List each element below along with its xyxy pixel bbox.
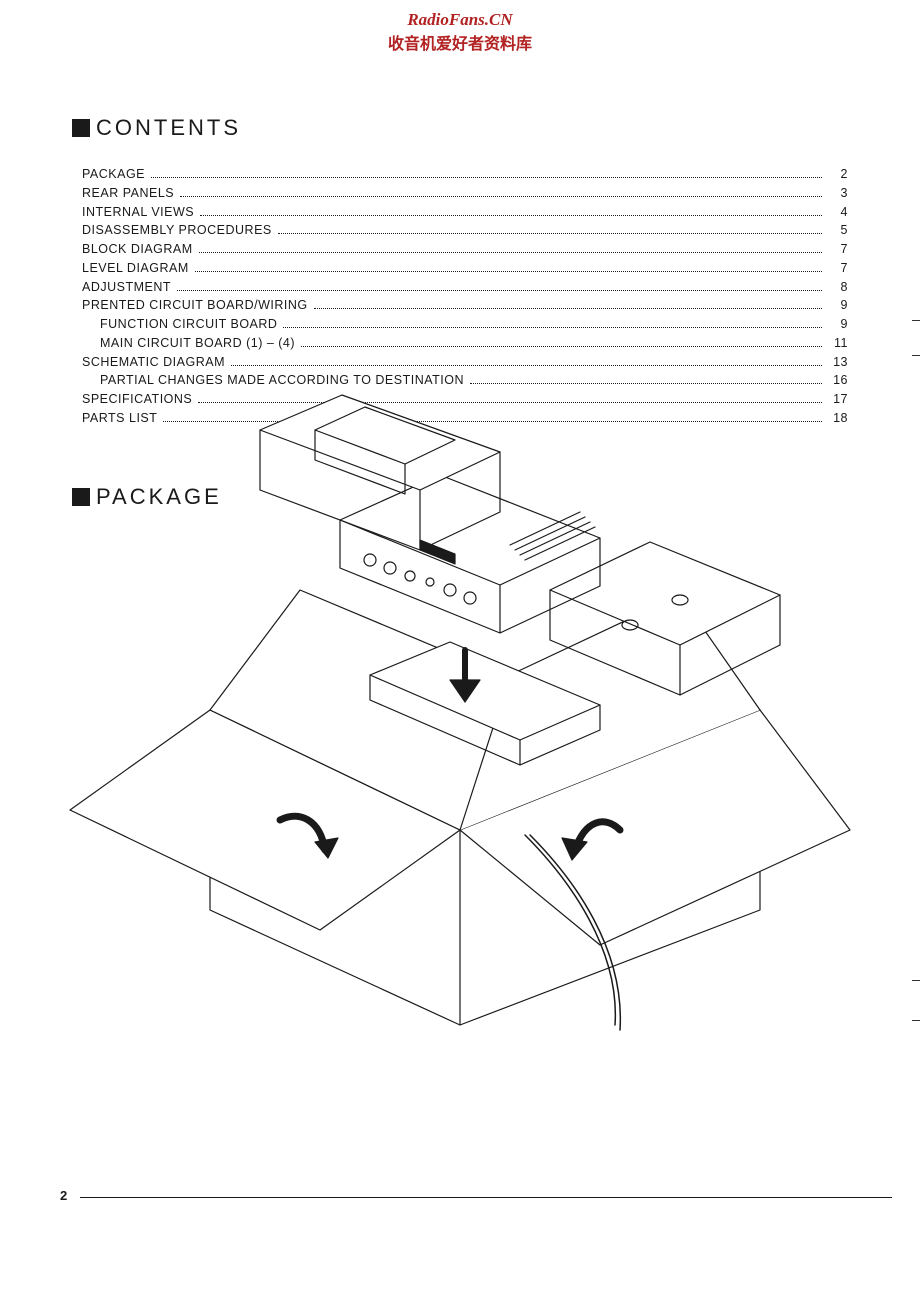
toc-page-number: 11: [828, 334, 848, 353]
toc-leader: [301, 346, 822, 347]
toc-page-number: 16: [828, 371, 848, 390]
package-illustration: [60, 390, 860, 1050]
contents-heading: CONTENTS: [72, 115, 848, 141]
toc-label: ADJUSTMENT: [82, 278, 171, 297]
toc-label: INTERNAL VIEWS: [82, 203, 194, 222]
toc-label: PARTIAL CHANGES MADE ACCORDING TO DESTIN…: [100, 371, 464, 390]
toc-leader: [314, 308, 822, 309]
toc-leader: [199, 252, 822, 253]
toc-label: PACKAGE: [82, 165, 145, 184]
page-footer-rule: [80, 1197, 892, 1198]
toc-leader: [180, 196, 822, 197]
toc-page-number: 5: [828, 221, 848, 240]
scan-edge-mark: [912, 355, 920, 356]
scan-edge-mark: [912, 320, 920, 321]
toc-page-number: 2: [828, 165, 848, 184]
toc-page-number: 9: [828, 296, 848, 315]
toc-row: SCHEMATIC DIAGRAM 13: [82, 353, 848, 372]
toc-label: FUNCTION CIRCUIT BOARD: [100, 315, 277, 334]
toc-leader: [151, 177, 822, 178]
toc-label: PRENTED CIRCUIT BOARD/WIRING: [82, 296, 308, 315]
page-number: 2: [60, 1188, 67, 1203]
toc-page-number: 7: [828, 259, 848, 278]
toc-page-number: 4: [828, 203, 848, 222]
toc-page-number: 9: [828, 315, 848, 334]
watermark-link: RadioFans.CN: [0, 10, 920, 30]
heading-bullet-icon: [72, 119, 90, 137]
toc-leader: [177, 290, 822, 291]
toc-row: DISASSEMBLY PROCEDURES 5: [82, 221, 848, 240]
toc-page-number: 3: [828, 184, 848, 203]
toc-row: ADJUSTMENT 8: [82, 278, 848, 297]
toc-leader: [200, 215, 822, 216]
toc-row: LEVEL DIAGRAM 7: [82, 259, 848, 278]
toc-leader: [470, 383, 822, 384]
toc-leader: [278, 233, 822, 234]
contents-heading-text: CONTENTS: [96, 115, 241, 141]
toc-row: MAIN CIRCUIT BOARD (1) – (4) 11: [82, 334, 848, 353]
toc-row: REAR PANELS 3: [82, 184, 848, 203]
watermark-subtitle: 收音机爱好者资料库: [0, 30, 920, 54]
table-of-contents: PACKAGE2REAR PANELS3INTERNAL VIEWS4DISAS…: [82, 165, 848, 428]
scan-edge-mark: [912, 980, 920, 981]
toc-label: MAIN CIRCUIT BOARD (1) – (4): [100, 334, 295, 353]
toc-label: DISASSEMBLY PROCEDURES: [82, 221, 272, 240]
toc-label: REAR PANELS: [82, 184, 174, 203]
toc-row: PARTIAL CHANGES MADE ACCORDING TO DESTIN…: [82, 371, 848, 390]
toc-row: PRENTED CIRCUIT BOARD/WIRING 9: [82, 296, 848, 315]
toc-leader: [283, 327, 822, 328]
toc-label: SCHEMATIC DIAGRAM: [82, 353, 225, 372]
watermark-header: RadioFans.CN 收音机爱好者资料库: [0, 10, 920, 54]
toc-row: PACKAGE 2: [82, 165, 848, 184]
toc-row: BLOCK DIAGRAM 7: [82, 240, 848, 259]
toc-label: LEVEL DIAGRAM: [82, 259, 189, 278]
toc-row: FUNCTION CIRCUIT BOARD 9: [82, 315, 848, 334]
scan-edge-mark: [912, 1020, 920, 1021]
toc-label: BLOCK DIAGRAM: [82, 240, 193, 259]
toc-page-number: 13: [828, 353, 848, 372]
toc-leader: [195, 271, 822, 272]
toc-page-number: 7: [828, 240, 848, 259]
toc-page-number: 8: [828, 278, 848, 297]
toc-leader: [231, 365, 822, 366]
toc-row: INTERNAL VIEWS 4: [82, 203, 848, 222]
